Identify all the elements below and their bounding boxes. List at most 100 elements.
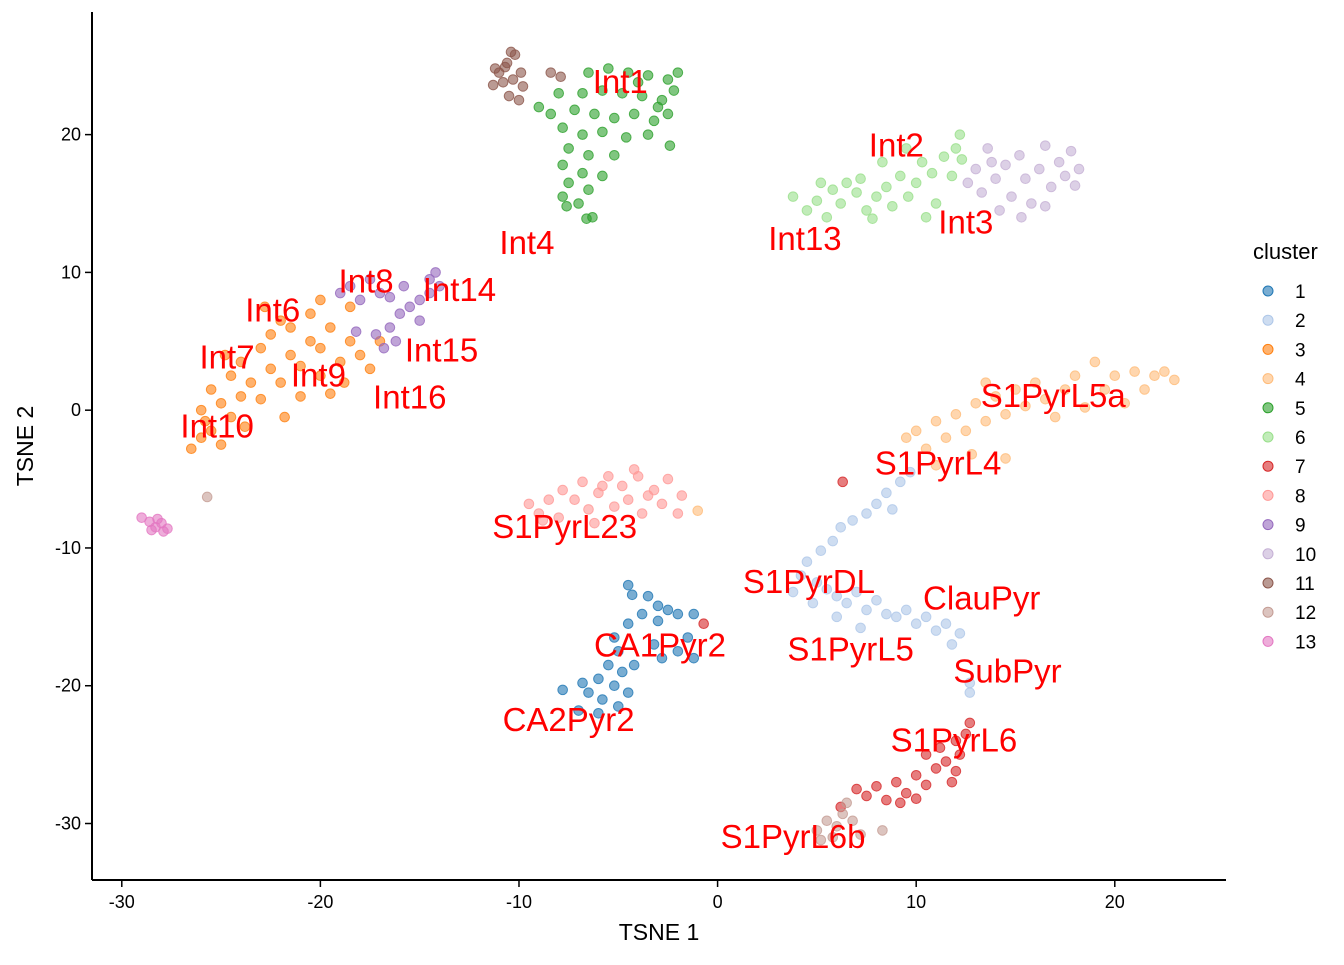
data-point-cluster-11 bbox=[517, 81, 529, 92]
data-point-cluster-2 bbox=[930, 625, 942, 636]
data-point-cluster-2 bbox=[894, 476, 906, 488]
data-point-cluster-5 bbox=[668, 85, 680, 96]
data-point-cluster-2 bbox=[861, 604, 872, 616]
data-point-cluster-8 bbox=[603, 471, 614, 482]
legend-key-3 bbox=[1262, 343, 1274, 355]
data-point-cluster-8 bbox=[622, 494, 634, 506]
data-point-cluster-12 bbox=[811, 825, 823, 836]
data-point-cluster-9 bbox=[384, 322, 396, 333]
data-point-cluster-4 bbox=[1109, 370, 1121, 382]
data-point-cluster-8 bbox=[672, 508, 684, 519]
legend-label-2: 2 bbox=[1295, 311, 1306, 332]
data-point-cluster-4 bbox=[966, 448, 978, 460]
cluster-label-int7: Int7 bbox=[200, 338, 255, 375]
y-tick-label: -30 bbox=[55, 814, 81, 834]
data-point-cluster-6 bbox=[827, 184, 839, 196]
data-point-cluster-8 bbox=[642, 490, 654, 501]
data-point-cluster-5 bbox=[569, 104, 580, 116]
data-point-cluster-3 bbox=[205, 384, 217, 395]
data-point-cluster-11 bbox=[503, 90, 515, 102]
x-tick-label: -20 bbox=[307, 892, 333, 912]
data-point-cluster-3 bbox=[285, 322, 296, 333]
data-point-cluster-4 bbox=[1129, 366, 1140, 377]
data-point-cluster-2 bbox=[821, 583, 833, 595]
data-point-cluster-4 bbox=[910, 425, 922, 437]
data-point-cluster-6 bbox=[881, 181, 892, 193]
data-point-cluster-13 bbox=[146, 524, 157, 536]
data-point-cluster-1 bbox=[577, 677, 588, 689]
data-point-cluster-1 bbox=[652, 615, 664, 627]
y-tick-label: 10 bbox=[61, 262, 81, 282]
data-point-cluster-4 bbox=[1079, 402, 1091, 413]
data-point-cluster-9 bbox=[374, 287, 386, 299]
cluster-label-int13: Int13 bbox=[768, 220, 841, 257]
data-point-cluster-4 bbox=[692, 505, 704, 517]
legend-label-6: 6 bbox=[1295, 428, 1306, 449]
legend-label-8: 8 bbox=[1295, 486, 1306, 507]
legend-key-12 bbox=[1262, 606, 1274, 618]
data-point-cluster-8 bbox=[589, 517, 600, 529]
data-point-cluster-4 bbox=[1000, 409, 1011, 420]
data-point-cluster-3 bbox=[215, 439, 227, 450]
data-point-cluster-11 bbox=[513, 94, 525, 106]
data-point-cluster-7 bbox=[861, 790, 872, 802]
cluster-label-int16: Int16 bbox=[373, 378, 446, 415]
data-point-cluster-7 bbox=[698, 618, 709, 630]
data-point-cluster-13 bbox=[152, 513, 163, 525]
cluster-label-int4: Int4 bbox=[499, 224, 554, 261]
y-ticks: -30 -20 -10 0 10 20 bbox=[55, 125, 92, 834]
data-point-cluster-9 bbox=[384, 291, 396, 303]
data-point-cluster-1 bbox=[636, 608, 648, 620]
data-point-cluster-12 bbox=[827, 831, 839, 843]
data-point-cluster-12 bbox=[877, 825, 888, 836]
data-point-cluster-6 bbox=[926, 167, 938, 179]
data-point-cluster-5 bbox=[616, 87, 628, 99]
cluster-label-int9: Int9 bbox=[291, 356, 346, 393]
data-point-cluster-2 bbox=[807, 597, 819, 609]
data-point-cluster-9 bbox=[390, 335, 402, 347]
data-point-cluster-8 bbox=[628, 464, 640, 475]
data-point-cluster-6 bbox=[910, 177, 922, 189]
cluster-label-int1: Int1 bbox=[593, 63, 648, 100]
data-point-cluster-3 bbox=[185, 443, 197, 455]
data-point-cluster-5 bbox=[648, 115, 660, 127]
data-point-cluster-2 bbox=[904, 466, 916, 478]
data-point-cluster-2 bbox=[811, 577, 823, 588]
data-point-cluster-5 bbox=[672, 67, 684, 78]
data-point-cluster-8 bbox=[569, 494, 580, 506]
data-point-cluster-11 bbox=[499, 61, 511, 73]
data-point-cluster-7 bbox=[964, 717, 976, 729]
data-point-cluster-2 bbox=[795, 570, 807, 581]
cluster-labels-layer: Int1 Int2 Int3 Int13 Int4 Int8 Int14 Int6 Int15 I… bbox=[180, 63, 1126, 855]
data-point-cluster-12 bbox=[815, 834, 827, 846]
data-point-cluster-8 bbox=[583, 504, 594, 515]
data-point-cluster-6 bbox=[950, 143, 962, 154]
data-point-cluster-2 bbox=[881, 608, 892, 620]
data-point-cluster-5 bbox=[557, 191, 568, 202]
data-point-cluster-8 bbox=[557, 484, 568, 496]
data-point-cluster-3 bbox=[275, 315, 286, 326]
data-point-cluster-5 bbox=[603, 63, 614, 74]
data-point-cluster-2 bbox=[891, 611, 902, 623]
data-point-cluster-6 bbox=[871, 191, 882, 202]
data-point-cluster-2 bbox=[831, 611, 843, 623]
cluster-label-int15: Int15 bbox=[405, 332, 478, 369]
data-point-cluster-1 bbox=[648, 639, 660, 650]
data-point-cluster-10 bbox=[962, 177, 974, 189]
data-point-cluster-3 bbox=[338, 377, 350, 388]
data-point-cluster-4 bbox=[1149, 370, 1160, 382]
data-point-cluster-9 bbox=[434, 280, 445, 292]
data-point-cluster-1 bbox=[672, 645, 684, 657]
data-point-cluster-1 bbox=[662, 604, 674, 616]
data-point-cluster-6 bbox=[787, 191, 799, 202]
data-point-cluster-11 bbox=[555, 71, 566, 83]
data-point-cluster-8 bbox=[656, 498, 668, 510]
cluster-label-ca1pyr2: CA1Pyr2 bbox=[594, 626, 726, 663]
data-point-cluster-10 bbox=[990, 173, 1001, 185]
data-point-cluster-9 bbox=[398, 280, 410, 292]
data-point-cluster-10 bbox=[1026, 198, 1037, 209]
data-point-cluster-2 bbox=[920, 611, 932, 623]
data-point-cluster-2 bbox=[964, 687, 976, 698]
data-point-cluster-4 bbox=[1169, 374, 1180, 386]
data-point-cluster-1 bbox=[628, 659, 640, 671]
